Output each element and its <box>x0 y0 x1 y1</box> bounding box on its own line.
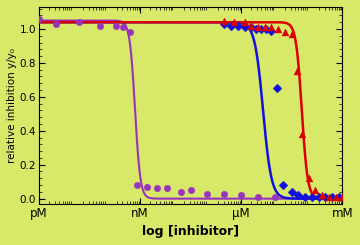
Point <box>255 25 261 29</box>
Point <box>97 24 103 28</box>
Point <box>272 195 278 199</box>
Point <box>253 27 259 31</box>
Point <box>302 195 308 199</box>
Point <box>248 25 254 29</box>
Point <box>296 193 301 197</box>
Point <box>144 185 150 189</box>
Point <box>289 32 294 36</box>
Point <box>269 29 274 33</box>
Point <box>258 27 264 31</box>
Point <box>242 20 247 24</box>
Point <box>77 20 82 24</box>
Point <box>114 24 120 28</box>
Point <box>262 25 267 29</box>
Point <box>336 195 342 199</box>
Point <box>228 24 234 28</box>
Point <box>255 195 261 199</box>
Point <box>264 27 269 31</box>
Point <box>127 30 133 34</box>
Point <box>326 195 332 199</box>
Point <box>235 24 241 28</box>
Point <box>221 22 227 26</box>
Point <box>316 195 321 199</box>
Point <box>312 188 318 192</box>
Point <box>309 195 315 199</box>
Point <box>282 30 288 34</box>
Point <box>154 186 160 190</box>
Point <box>294 69 300 73</box>
Point <box>238 193 244 197</box>
Point <box>134 183 140 187</box>
Point <box>221 19 227 23</box>
Point <box>231 20 237 24</box>
Point <box>339 195 345 199</box>
Point <box>269 25 274 29</box>
Point <box>319 193 325 197</box>
Point <box>274 86 279 90</box>
X-axis label: log [inhibitor]: log [inhibitor] <box>142 225 239 238</box>
Point <box>188 188 194 192</box>
Point <box>280 183 286 187</box>
Point <box>289 190 294 194</box>
Point <box>204 192 210 196</box>
Point <box>53 22 59 26</box>
Point <box>221 192 227 196</box>
Point <box>323 195 328 199</box>
Y-axis label: relative inhibition y/y₀: relative inhibition y/y₀ <box>7 48 17 163</box>
Point <box>36 17 42 21</box>
Point <box>329 195 335 199</box>
Point <box>306 176 311 180</box>
Point <box>242 25 247 29</box>
Point <box>333 195 338 199</box>
Point <box>275 27 281 31</box>
Point <box>248 24 254 28</box>
Point <box>164 186 170 190</box>
Point <box>120 25 126 29</box>
Point <box>299 132 305 136</box>
Point <box>177 190 183 194</box>
